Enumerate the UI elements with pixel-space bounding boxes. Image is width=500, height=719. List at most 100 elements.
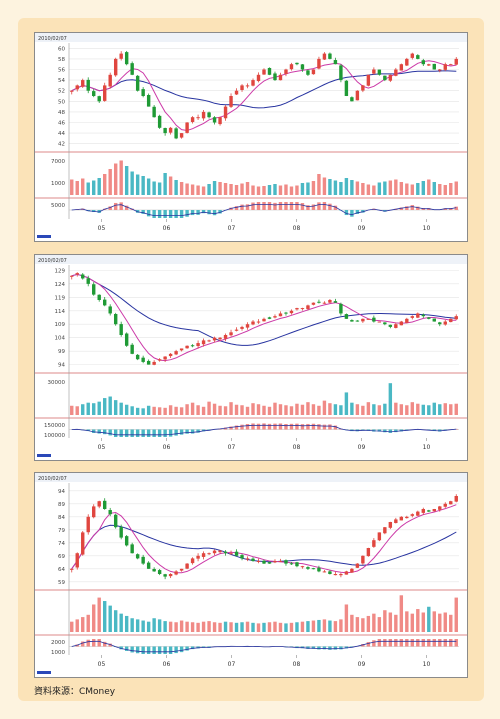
candle-body — [454, 496, 458, 502]
chart-panel-3: 2010/02/07 59 64 69 74 79 84 89 94 2000 1000 05 06 07… — [34, 472, 468, 678]
osc-bar — [284, 424, 288, 430]
candle-body — [443, 503, 447, 507]
volume-bar — [377, 405, 382, 415]
candle-body — [223, 551, 228, 554]
volume-bar — [399, 404, 404, 415]
volume-bar — [366, 615, 371, 632]
chart-header-bar — [35, 255, 467, 264]
y-tick-label: 129 — [55, 268, 66, 274]
candle-body — [344, 80, 349, 96]
candle-body — [212, 550, 217, 554]
candle-body — [317, 58, 321, 69]
candle-body — [410, 53, 415, 58]
candle-body — [267, 67, 272, 75]
candle-body — [108, 510, 112, 515]
chart-svg-2: 2010/02/07 94 99 104 109 114 119 124 129 30000 150… — [35, 255, 467, 457]
candle-body — [273, 316, 277, 318]
osc-bar — [427, 639, 431, 647]
y-tick-label: 58 — [58, 57, 65, 63]
candle-body — [339, 574, 343, 576]
volume-bar — [311, 404, 316, 415]
candle-body — [262, 69, 266, 75]
volume-bar — [207, 621, 211, 632]
osc-bar — [251, 423, 255, 430]
osc-bar — [234, 206, 239, 210]
osc-bar — [344, 210, 349, 216]
volume-bar — [75, 406, 79, 415]
volume-bar — [267, 185, 272, 195]
osc-bar — [333, 425, 338, 430]
candle-body — [185, 563, 189, 569]
candle-body — [284, 69, 288, 74]
volume-bar — [273, 184, 277, 195]
volume-bar — [289, 186, 294, 195]
volume-bar — [157, 182, 162, 195]
candle-body — [256, 561, 261, 562]
volume-bar — [190, 402, 195, 415]
candle-body — [234, 551, 239, 556]
candle-body — [262, 318, 266, 322]
candle-body — [146, 360, 151, 365]
candle-body — [245, 558, 250, 560]
volume-bar — [300, 183, 305, 195]
candle-body — [432, 63, 436, 70]
volume-bar — [289, 406, 294, 415]
volume-bar — [295, 185, 299, 195]
osc-bar — [377, 429, 382, 432]
osc-bar — [229, 426, 233, 430]
volume-bar — [421, 404, 425, 415]
volume-bar — [339, 619, 343, 632]
volume-bar — [196, 185, 200, 195]
candle-body — [190, 558, 195, 564]
candle-body — [245, 85, 250, 87]
osc-bar — [355, 210, 360, 214]
candle-body — [377, 69, 382, 75]
osc-bar — [157, 210, 162, 218]
osc-bar — [267, 202, 272, 210]
volume-bar — [372, 404, 376, 415]
candle-body — [300, 308, 305, 310]
x-tick-label: 05 — [98, 225, 106, 232]
volume-bar — [152, 618, 156, 632]
candle-body — [240, 326, 244, 329]
volume-bar — [152, 406, 156, 415]
osc-bar — [295, 202, 299, 210]
candle-body — [350, 568, 354, 573]
osc-bar — [146, 429, 151, 437]
y-tick-label: 60 — [58, 46, 65, 52]
volume-bar — [383, 403, 387, 415]
osc-bar — [328, 203, 332, 210]
candle-body — [86, 516, 90, 533]
y-tick-label: 44 — [58, 131, 65, 137]
candle-body — [141, 357, 145, 362]
volume-bar — [377, 617, 382, 632]
osc-bar — [443, 639, 447, 647]
volume-bar — [361, 405, 365, 415]
candle-body — [245, 324, 250, 328]
volume-bar — [245, 182, 250, 195]
chart-header-date: 2010/02/07 — [38, 476, 67, 482]
candle-body — [383, 75, 387, 81]
volume-bar — [416, 609, 420, 632]
volume-bar — [372, 613, 376, 632]
osc-bar — [168, 210, 173, 218]
volume-bar — [284, 405, 288, 415]
osc-bar — [86, 639, 90, 647]
osc-bar — [300, 424, 305, 430]
candle-body — [306, 305, 310, 309]
volume-bar — [416, 183, 420, 195]
volume-bar — [388, 612, 393, 632]
volume-bar — [333, 404, 338, 415]
osc-bar — [201, 210, 206, 214]
candle-body — [207, 340, 211, 342]
candle-body — [300, 64, 305, 70]
volume-bar — [295, 622, 299, 632]
volume-bar — [438, 613, 442, 632]
osc-bar — [317, 202, 321, 210]
osc-bar — [454, 639, 458, 647]
volume-bar — [377, 182, 382, 195]
volume-bar — [179, 620, 184, 632]
volume-bar — [119, 402, 123, 415]
volume-bar — [449, 614, 453, 632]
y-tick-label: 59 — [58, 580, 65, 586]
